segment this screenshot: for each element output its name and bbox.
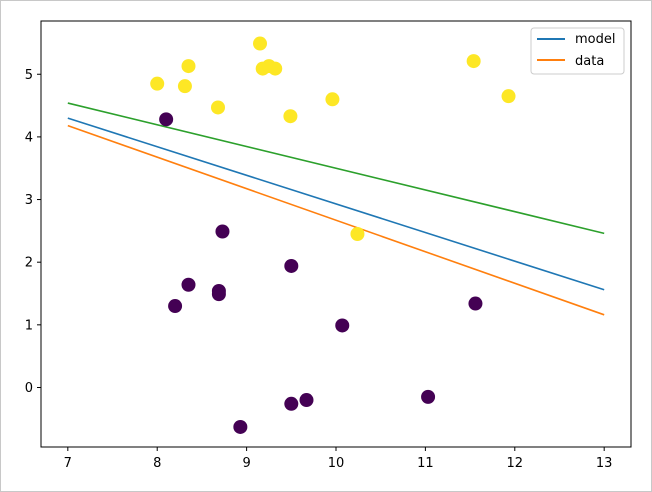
data-point xyxy=(181,277,196,292)
data-point xyxy=(253,36,268,51)
x-tick-label: 12 xyxy=(507,456,524,471)
data-point xyxy=(335,318,350,333)
data-point xyxy=(215,224,230,239)
data-point xyxy=(177,79,192,94)
x-tick-label: 13 xyxy=(596,456,613,471)
y-tick-label: 0 xyxy=(25,381,33,396)
series-line-data xyxy=(67,124,605,316)
data-point xyxy=(268,61,283,76)
x-tick-label: 7 xyxy=(64,456,72,471)
series-line-model xyxy=(67,117,605,291)
y-axis: 0 1 2 3 4 5 xyxy=(25,68,41,396)
data-point xyxy=(211,287,226,302)
data-point xyxy=(501,89,516,104)
data-point xyxy=(284,258,299,273)
y-tick-label: 2 xyxy=(25,256,33,271)
data-point xyxy=(325,92,340,107)
y-tick-label: 4 xyxy=(25,130,33,145)
data-point xyxy=(350,227,365,241)
plot-area xyxy=(40,20,632,448)
data-point xyxy=(150,76,165,91)
y-tick-label: 1 xyxy=(25,318,33,333)
y-tick-label: 5 xyxy=(25,68,33,83)
data-point xyxy=(468,296,483,311)
data-point xyxy=(159,112,174,127)
x-tick-label: 10 xyxy=(328,456,345,471)
data-point xyxy=(299,393,314,408)
x-tick-label: 8 xyxy=(153,456,161,471)
data-point xyxy=(211,100,225,115)
x-tick-label: 11 xyxy=(417,456,434,471)
x-axis: 7 8 9 10 11 12 13 xyxy=(64,447,613,471)
data-point xyxy=(283,109,298,124)
y-tick-label: 3 xyxy=(25,193,33,208)
legend-label-model: model xyxy=(575,32,615,47)
data-point xyxy=(284,396,299,411)
series-line-line-2 xyxy=(67,102,605,235)
data-point xyxy=(466,54,481,69)
points-layer xyxy=(150,36,516,434)
data-point xyxy=(233,419,248,434)
x-tick-label: 9 xyxy=(242,456,250,471)
data-point xyxy=(168,299,183,314)
legend-label-data: data xyxy=(575,54,604,69)
legend: model data xyxy=(530,27,625,75)
data-point xyxy=(181,59,196,74)
lines-layer xyxy=(67,102,605,316)
data-point xyxy=(421,389,436,404)
